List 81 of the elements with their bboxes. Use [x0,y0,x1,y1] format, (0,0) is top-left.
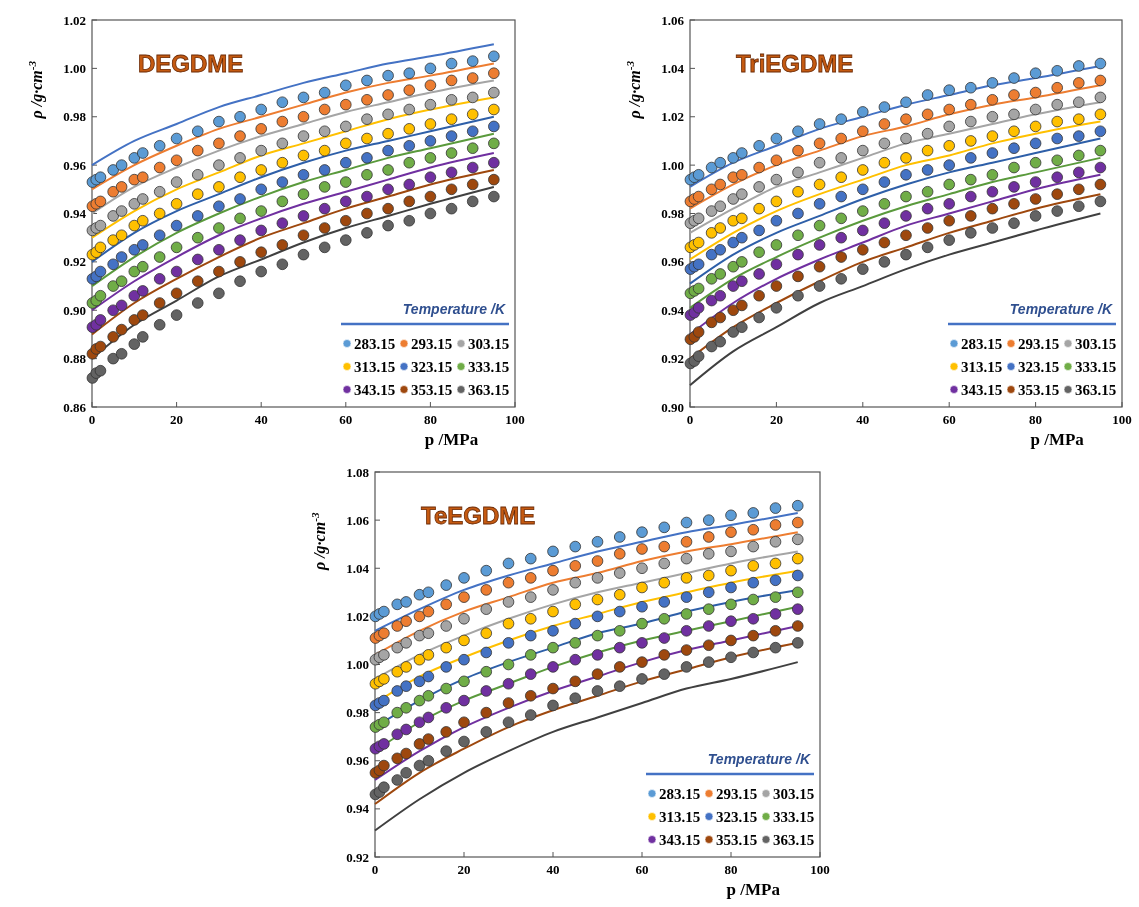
x-tick-label: 20 [170,412,184,427]
y-tick-label: 0.98 [63,109,87,125]
y-tick-label: 1.00 [661,157,684,173]
legend-label: 353.15 [411,381,453,398]
x-tick-label: 40 [254,412,268,427]
legend-label: 283.15 [659,785,701,802]
y-tick-label: 1.08 [346,464,370,480]
y-tick-label: 0.98 [346,705,370,721]
y-tick-label: 1.04 [661,60,685,76]
y-tick-label: 0.88 [63,351,87,367]
legend-label: 343.15 [354,381,396,398]
legend-label: 293.15 [411,335,453,352]
x-axis-title: p /MPa [726,880,781,899]
y-tick-label: 0.90 [661,399,684,415]
x-tick-label: 40 [546,862,560,877]
legend-label: 363.15 [468,381,510,398]
text: TeEGDME [421,502,536,529]
y-tick-label: 0.96 [346,753,370,769]
x-tick-label: 60 [339,412,353,427]
y-tick-label: 0.92 [346,849,369,865]
legend-label: 353.15 [716,831,758,848]
x-axis-title: p /MPa [424,430,479,449]
y-tick-label: 0.90 [63,302,86,318]
x-tick-label: 80 [423,412,437,427]
legend-label: 283.15 [961,335,1003,352]
legend-label: 353.15 [1018,381,1060,398]
x-tick-label: 0 [88,412,96,427]
legend-label: 293.15 [716,785,758,802]
y-tick-label: 1.02 [661,109,684,125]
x-tick-label: 100 [505,412,525,427]
x-tick-label: 0 [371,862,379,877]
legend-label: 323.15 [716,808,758,825]
legend-label: 333.15 [773,808,815,825]
x-tick-label: 60 [942,412,956,427]
y-tick-label: 0.92 [661,351,684,367]
x-tick-label: 80 [1029,412,1043,427]
y-tick-label: 0.98 [661,206,685,222]
legend-label: 283.15 [354,335,396,352]
legend-label: 303.15 [468,335,510,352]
x-tick-label: 80 [724,862,738,877]
y-tick-label: 0.92 [63,254,86,270]
x-axis-title: p /MPa [1030,430,1085,449]
x-tick-label: 0 [686,412,694,427]
y-tick-label: 0.86 [63,399,87,415]
x-tick-label: 20 [769,412,783,427]
y-tick-label: 0.94 [63,206,87,222]
legend-label: 363.15 [1075,381,1117,398]
legend-label: 343.15 [961,381,1003,398]
y-tick-label: 1.06 [346,512,370,528]
legend-title: Temperature /K [707,751,811,767]
x-tick-label: 40 [856,412,870,427]
y-tick-label: 0.96 [661,254,685,270]
y-tick-label: 0.94 [346,801,370,817]
legend-label: 333.15 [1075,358,1117,375]
text: TriEGDME [736,50,854,77]
legend-label: 313.15 [659,808,701,825]
legend-label: 343.15 [659,831,701,848]
legend-label: 313.15 [961,358,1003,375]
legend-label: 323.15 [1018,358,1060,375]
legend-title: Temperature /K [1009,301,1113,317]
legend-label: 363.15 [773,831,815,848]
legend-label: 293.15 [1018,335,1060,352]
x-tick-label: 60 [635,862,649,877]
legend-label: 303.15 [773,785,815,802]
legend-label: 313.15 [354,358,396,375]
y-tick-label: 0.96 [63,157,87,173]
x-tick-label: 100 [810,862,830,877]
y-tick-label: 1.02 [346,608,369,624]
y-tick-label: 1.04 [346,560,370,576]
legend-title: Temperature /K [402,301,506,317]
y-tick-label: 1.06 [661,12,685,28]
x-tick-label: 20 [457,862,471,877]
x-tick-label: 100 [1112,412,1132,427]
y-tick-label: 1.00 [63,60,86,76]
y-tick-label: 1.00 [346,657,369,673]
y-tick-label: 1.02 [63,12,86,28]
y-tick-label: 0.94 [661,302,685,318]
text: DEGDME [138,50,244,77]
legend-label: 323.15 [411,358,453,375]
legend-label: 333.15 [468,358,510,375]
legend-label: 303.15 [1075,335,1117,352]
